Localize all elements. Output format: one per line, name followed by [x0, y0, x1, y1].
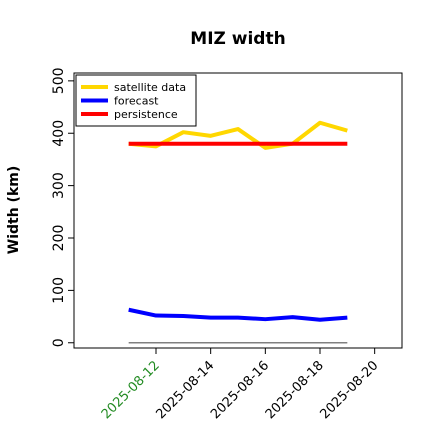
x-tick-label: 2025-08-20: [317, 358, 381, 422]
legend-label: satellite data: [114, 81, 186, 94]
chart-title: MIZ width: [190, 29, 285, 49]
y-tick-label: 300: [51, 172, 67, 199]
legend-box: [75, 74, 197, 127]
legend-label: persistence: [114, 108, 178, 121]
legend-label: forecast: [114, 95, 159, 108]
y-axis: 0 100 200 300 400 500: [51, 67, 74, 347]
series-layer: [128, 120, 348, 322]
y-tick-label: 400: [51, 120, 67, 147]
series-line-satellite-data: [128, 120, 348, 150]
plot-frame: [73, 72, 403, 349]
y-tick-label: 500: [51, 67, 67, 94]
series-line-forecast: [128, 307, 348, 322]
y-axis-label: Width (km): [6, 166, 22, 255]
y-tick-label: 0: [51, 338, 67, 347]
y-tick-label: 100: [51, 277, 67, 304]
y-tick-label: 200: [51, 225, 67, 252]
x-axis: 2025-08-122025-08-142025-08-162025-08-18…: [99, 348, 381, 422]
